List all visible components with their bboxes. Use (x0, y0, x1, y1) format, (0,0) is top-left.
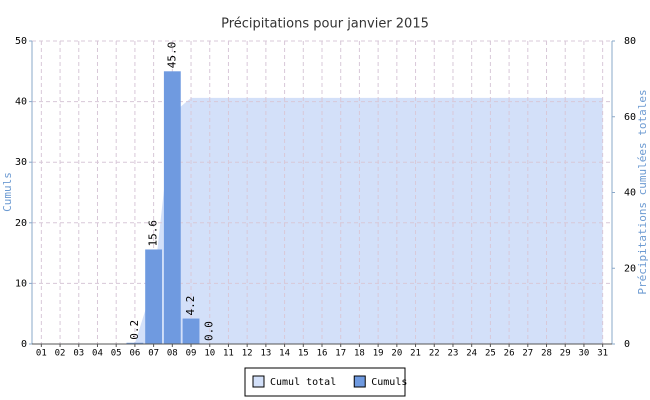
x-tick-label: 24 (466, 349, 477, 359)
y-axis-label: Cumuls (1, 172, 14, 212)
x-tick-label: 19 (373, 349, 384, 359)
legend-swatch (252, 375, 265, 388)
legend-label: Cumul total (270, 377, 336, 388)
x-tick-label: 25 (485, 349, 496, 359)
value-label: 15.6 (147, 220, 160, 247)
x-tick-label: 11 (223, 349, 234, 359)
bar (126, 342, 144, 344)
y-tick-label: 30 (15, 157, 27, 168)
x-tick-label: 05 (111, 349, 122, 359)
bar (182, 318, 200, 344)
x-tick-label: 10 (204, 349, 215, 359)
x-tick-label: 02 (55, 349, 66, 359)
y2-tick-label: 20 (624, 263, 636, 274)
value-label: 0.0 (203, 321, 216, 341)
x-tick-label: 31 (597, 349, 608, 359)
x-tick-label: 28 (541, 349, 552, 359)
x-tick-label: 23 (448, 349, 459, 359)
area (134, 97, 603, 344)
value-label: 45.0 (165, 42, 178, 69)
value-label: 0.2 (128, 320, 141, 340)
y2-tick-label: 80 (624, 36, 636, 47)
x-tick-label: 21 (410, 349, 421, 359)
x-tick-label: 18 (354, 349, 365, 359)
chart-title: Précipitations pour janvier 2015 (221, 17, 429, 32)
x-tick-label: 29 (560, 349, 571, 359)
x-tick-label: 27 (522, 349, 533, 359)
x-tick-label: 03 (73, 349, 84, 359)
x-tick-label: 22 (429, 349, 440, 359)
y-tick-label: 10 (15, 278, 27, 289)
x-tick-label: 17 (335, 349, 346, 359)
y2-tick-label: 40 (624, 188, 636, 199)
x-tick-label: 16 (317, 349, 328, 359)
y-tick-label: 0 (21, 339, 27, 350)
legend-label: Cumuls (371, 377, 407, 388)
y-tick-label: 50 (15, 36, 27, 47)
x-tick-label: 20 (391, 349, 402, 359)
x-tick-label: 14 (279, 349, 290, 359)
x-tick-label: 08 (167, 349, 178, 359)
x-tick-label: 09 (186, 349, 197, 359)
y-tick-label: 20 (15, 218, 27, 229)
legend-swatch (353, 375, 366, 388)
bar (145, 249, 163, 344)
x-tick-label: 07 (148, 349, 159, 359)
y2-tick-label: 60 (624, 112, 636, 123)
bar (163, 71, 181, 345)
x-tick-label: 26 (504, 349, 515, 359)
y2-tick-label: 0 (624, 339, 630, 350)
legend-box (244, 367, 406, 397)
x-tick-label: 15 (298, 349, 309, 359)
x-tick-label: 01 (36, 349, 47, 359)
y-tick-label: 40 (15, 97, 27, 108)
value-label: 4.2 (184, 296, 197, 316)
y2-axis-label: Précipitations cumulées totales (636, 89, 649, 294)
x-tick-label: 04 (92, 349, 103, 359)
x-tick-label: 06 (129, 349, 140, 359)
x-tick-label: 12 (242, 349, 253, 359)
x-tick-label: 30 (579, 349, 590, 359)
x-tick-label: 13 (260, 349, 271, 359)
